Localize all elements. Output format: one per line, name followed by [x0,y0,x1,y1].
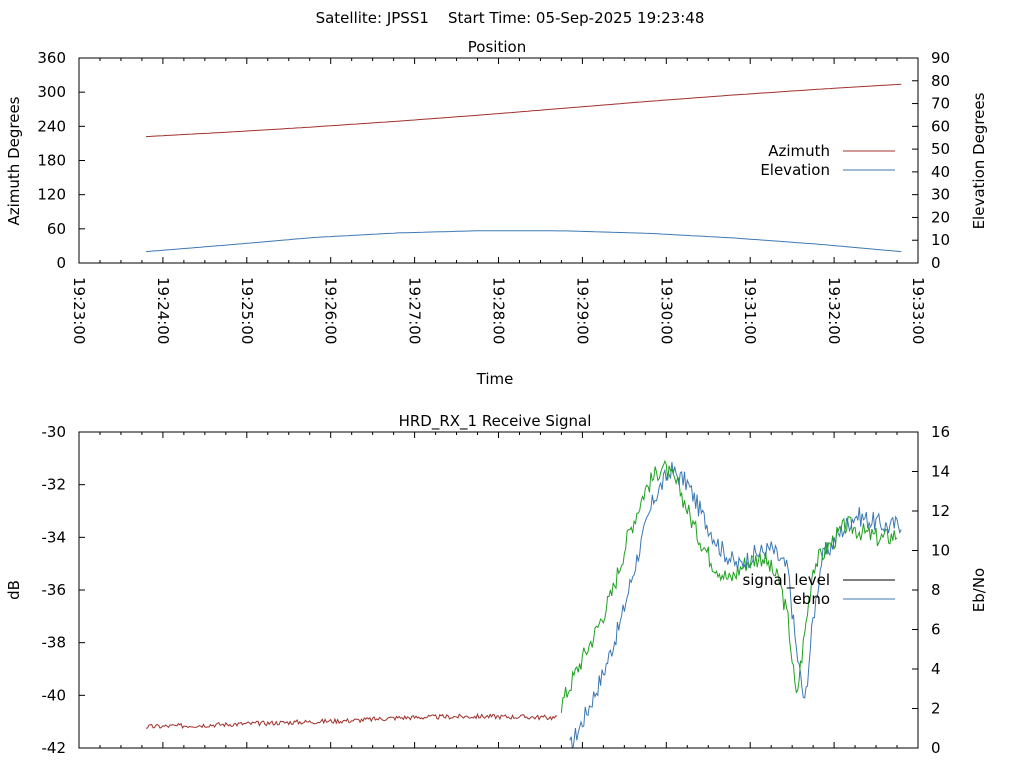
position-x-tick-label: 19:31:00 [741,277,759,344]
series-line-elevation [146,230,902,253]
position-y2-tick-label: 30 [931,186,950,204]
signal-series-line-2 [560,459,898,713]
signal-legend: signal_level ebno [742,571,895,608]
signal-y2-tick-label: 10 [931,542,950,560]
signal-y-ticks: -42 -40 -38 -36 -34 -32 -30 [42,423,85,757]
position-x-tick-label: 19:33:00 [909,277,927,344]
position-y2-tick-label: 70 [931,95,950,113]
legend-label-ebno: ebno [793,590,830,608]
position-x-ticks: 19:23:00 19:24:00 19:25:00 19:26:00 19:27:00… [70,58,927,344]
position-x-tick-label: 19:27:00 [406,277,424,344]
position-x-tick-label: 19:26:00 [322,277,340,344]
position-y-axis-label: Azimuth Degrees [5,96,23,225]
position-y-ticks: 0 60 120 180 240 300 360 [37,49,85,272]
position-x-axis-label: Time [476,370,514,388]
legend-label-azimuth: Azimuth [768,142,830,160]
position-x-tick-label: 19:32:00 [825,277,843,344]
signal-y-tick-label: -42 [42,739,67,757]
position-x-tick-label: 19:30:00 [657,277,675,344]
position-y2-ticks: 0 10 20 30 40 50 60 70 80 90 [912,49,950,272]
position-y-tick-label: 180 [37,152,66,170]
position-x-tick-label: 19:29:00 [573,277,591,344]
position-y-tick-label: 0 [56,254,66,272]
signal-y2-tick-label: 12 [931,502,950,520]
position-y-tick-label: 360 [37,49,66,67]
signal-y2-tick-label: 2 [931,700,941,718]
position-y-tick-label: 60 [47,220,66,238]
position-x-tick-label: 19:24:00 [154,277,172,344]
signal-y-tick-label: -40 [42,686,67,704]
signal-y-tick-label: -34 [42,528,67,546]
position-series [146,83,902,253]
position-y2-axis-label: Elevation Degrees [970,92,988,229]
position-y2-tick-label: 60 [931,117,950,135]
position-y2-tick-label: 0 [931,254,941,272]
signal-y-tick-label: -36 [42,581,67,599]
signal-y2-tick-label: 0 [931,739,941,757]
position-y-tick-label: 240 [37,117,66,135]
position-legend: Azimuth Elevation [760,142,895,179]
position-x-tick-label: 19:25:00 [238,277,256,344]
position-chart: Position 0 60 120 180 240 300 360 0 10 20 30 40 50 6… [5,38,988,388]
signal-y2-ticks: 0 2 4 6 8 10 12 14 16 [912,423,950,757]
signal-y-axis-label: dB [5,580,23,600]
position-x-tick-label: 19:23:00 [70,277,88,344]
signal-y-tick-label: -38 [42,634,67,652]
position-y-tick-label: 300 [37,83,66,101]
position-y2-tick-label: 20 [931,208,950,226]
signal-chart: HRD_RX_1 Receive Signal -42-40-38-36-34-… [5,412,988,757]
position-y-tick-label: 120 [37,186,66,204]
signal-series-line-1 [569,461,902,748]
signal-y2-axis-label: Eb/No [970,568,988,612]
position-y2-tick-label: 80 [931,72,950,90]
legend-label-signal-level: signal_level [742,571,830,590]
position-y2-tick-label: 10 [931,231,950,249]
position-y2-tick-label: 90 [931,49,950,67]
signal-series [145,459,902,748]
legend-label-elevation: Elevation [760,161,830,179]
position-y2-tick-label: 50 [931,140,950,158]
signal-y2-tick-label: 8 [931,581,941,599]
signal-series-line-3 [145,712,558,729]
series-line-azimuth [146,83,902,138]
signal-y-tick-label: -30 [42,423,67,441]
position-x-tick-label: 19:28:00 [490,277,508,344]
signal-y2-tick-label: 4 [931,660,941,678]
signal-x-ticks [78,432,919,748]
chart-header-title: Satellite: JPSS1 Start Time: 05-Sep-2025… [316,9,705,27]
signal-y2-tick-label: 6 [931,621,941,639]
signal-title: HRD_RX_1 Receive Signal [399,412,592,431]
signal-y-tick-label: -32 [42,476,67,494]
signal-y2-tick-label: 14 [931,463,950,481]
position-y2-tick-label: 40 [931,163,950,181]
signal-y2-tick-label: 16 [931,423,950,441]
position-title: Position [468,38,526,56]
